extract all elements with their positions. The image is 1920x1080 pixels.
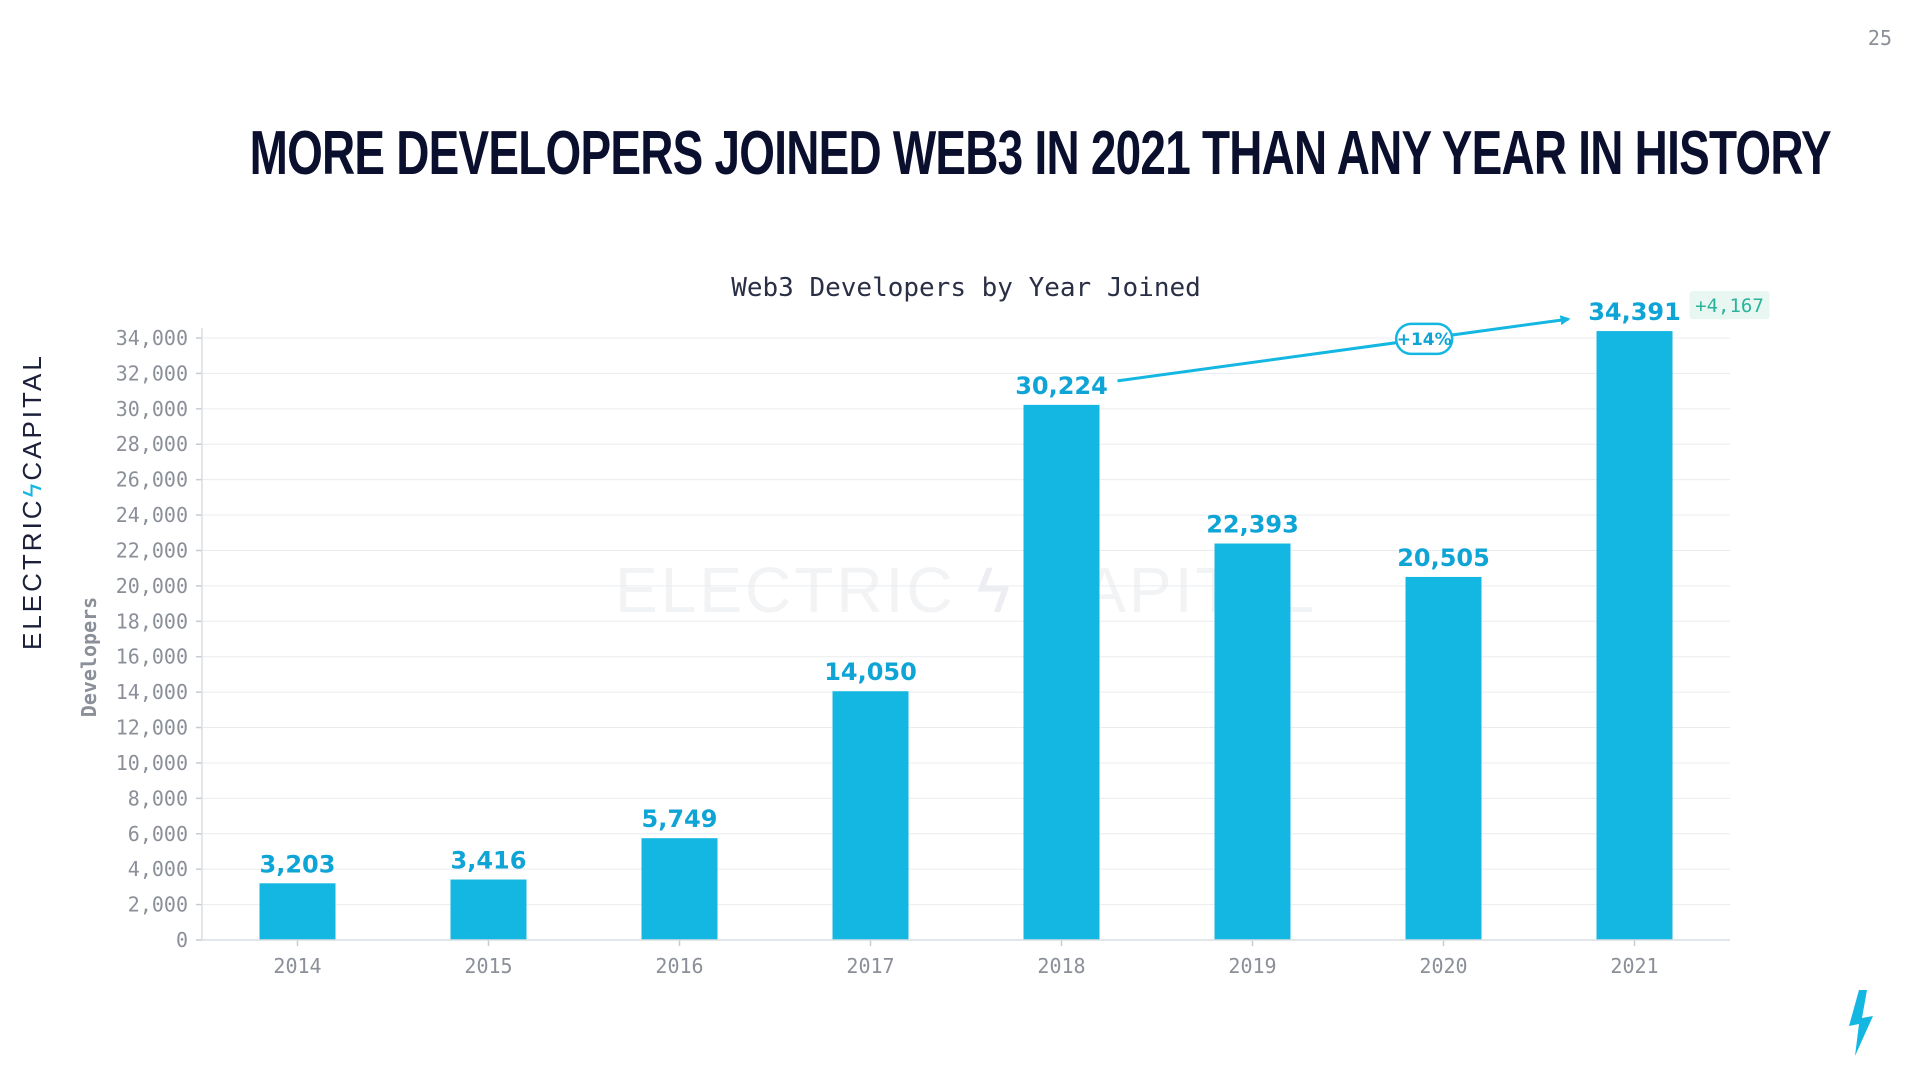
bar-value-label: 22,393 [1206, 511, 1299, 539]
y-tick-label: 34,000 [116, 326, 188, 350]
bar-value-label: 3,416 [451, 847, 527, 875]
chart-title: Web3 Developers by Year Joined [731, 273, 1201, 303]
page-title: More developers joined web3 in 2021 than… [249, 119, 1832, 188]
y-tick-label: 4,000 [128, 857, 188, 881]
y-tick-label: 30,000 [116, 397, 188, 421]
y-tick-label: 16,000 [116, 645, 188, 669]
watermark-bolt: ϟ [956, 554, 1034, 626]
x-tick-label: 2014 [273, 954, 321, 978]
growth-arrow [1117, 315, 1571, 383]
growth-badge [1394, 322, 1454, 356]
bar-value-label: 3,203 [260, 850, 336, 878]
y-tick-label: 24,000 [116, 503, 188, 527]
y-tick-label: 8,000 [128, 786, 188, 810]
y-tick-label: 0 [176, 928, 188, 952]
x-tick-label: 2018 [1037, 954, 1085, 978]
x-axis-ticks: 2014 2015 2016 2017 2018 2019 2020 2021 [273, 940, 1659, 978]
bar-2021 [1596, 331, 1673, 940]
bar-value-label: 20,505 [1397, 544, 1490, 572]
bar-2014 [259, 883, 336, 940]
y-axis-label: Developers [77, 597, 101, 717]
grid-lines [202, 337, 1730, 906]
y-tick-label: 2,000 [128, 893, 188, 917]
bar-2020 [1405, 576, 1482, 940]
bar-2018 [1023, 404, 1100, 940]
delta-badge [1689, 291, 1770, 320]
bar-value-label: 30,224 [1015, 372, 1108, 400]
y-axis-ticks: 0 2,000 4,000 6,000 8,000 10,000 12,000 14,000 1… [116, 326, 202, 952]
y-tick-label: 22,000 [116, 538, 188, 562]
x-tick-label: 2020 [1419, 954, 1467, 978]
x-tick-label: 2015 [464, 954, 512, 978]
y-tick-label: 14,000 [116, 680, 188, 704]
bar-2017 [832, 691, 909, 940]
bar-2019 [1214, 543, 1291, 940]
bar-2015 [450, 879, 527, 940]
y-tick-label: 20,000 [116, 574, 188, 598]
bar-value-labels: 3,203 3,416 5,749 14,050 30,224 22,393 20,505 3… [260, 298, 1681, 878]
y-tick-label: 6,000 [128, 822, 188, 846]
y-tick-label: 12,000 [116, 716, 188, 740]
x-tick-label: 2019 [1228, 954, 1276, 978]
bar-value-label: 5,749 [642, 805, 718, 833]
bar-2016 [641, 838, 718, 940]
y-tick-label: 18,000 [116, 609, 188, 633]
y-tick-label: 32,000 [116, 361, 188, 385]
x-tick-label: 2021 [1610, 954, 1658, 978]
watermark: ELECTRIC ϟ CAPITAL [615, 554, 1317, 626]
y-tick-label: 10,000 [116, 751, 188, 775]
y-tick-label: 28,000 [116, 432, 188, 456]
watermark-left: ELECTRIC [615, 554, 956, 626]
bar-value-label: 14,050 [824, 658, 917, 686]
page-number: 25 [1867, 26, 1892, 50]
bar-value-label: 34,391 [1588, 298, 1681, 326]
lightning-bolt-icon [1849, 990, 1873, 1056]
y-tick-label: 26,000 [116, 468, 188, 492]
growth-badge-label: +14% [1397, 330, 1452, 350]
bars [259, 331, 1673, 940]
delta-badge-label: +4,167 [1695, 295, 1764, 317]
x-tick-label: 2016 [655, 954, 703, 978]
x-tick-label: 2017 [846, 954, 894, 978]
